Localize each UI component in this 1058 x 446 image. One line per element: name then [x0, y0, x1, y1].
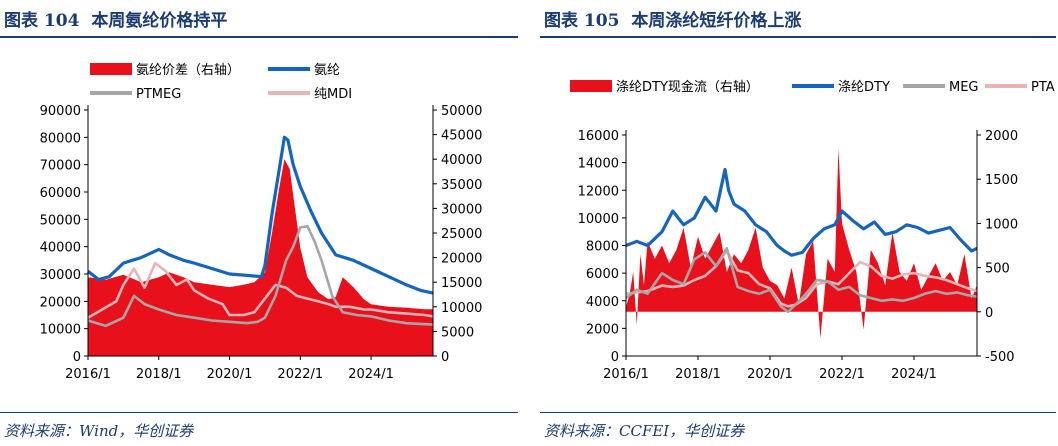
right-figure-label: 图表 105 [544, 11, 620, 31]
left-figure-panel: 图表 104 本周氨纶价格持平 0 10000 20000 30000 40000 5000… [0, 0, 520, 446]
left-legend-label: 氨纶 [314, 63, 340, 78]
right-y-left-tick-label: 10000 [578, 212, 619, 227]
left-y-left-tick-label: 50000 [40, 213, 81, 228]
right-x-tick-label: 2016/1 [603, 367, 649, 382]
right-legend-label: 涤纶DTY [838, 80, 890, 95]
right-series-2-line [625, 247, 978, 314]
right-source-note: 资料来源：CCFEI，华创证券 [544, 422, 745, 440]
right-legend-label: 涤纶DTY现金流（右轴） [616, 79, 759, 95]
right-y-left-tick-label: 6000 [586, 267, 619, 282]
left-y-right-tick-label: 10000 [441, 301, 482, 316]
left-series-1-line [87, 135, 434, 295]
left-y-right-tick-label: 30000 [441, 202, 482, 217]
right-y-right-tick-label: 500 [985, 262, 1010, 277]
right-figure-panel: 图表 105 本周涤纶短纤价格上涨 0 2000 4000 6000 8000 10000 1… [540, 0, 1058, 446]
right-x-tick-label: 2022/1 [819, 367, 865, 382]
left-series-3-line [87, 261, 434, 319]
right-y-right-tick-label: 1000 [985, 217, 1018, 232]
right-source-rule [540, 412, 1056, 413]
left-y-left-tick-label: 0 [73, 350, 81, 365]
left-x-tick-label: 2018/1 [136, 367, 182, 382]
left-y-right-tick-label: 35000 [441, 178, 482, 193]
right-x-tick-label: 2024/1 [891, 367, 937, 382]
right-y-right-tick-label: -500 [985, 350, 1015, 365]
left-title-rule [0, 36, 518, 38]
left-y-right-tick-label: 50000 [441, 104, 482, 119]
left-y-left-tick-label: 40000 [40, 241, 81, 256]
left-figure-caption: 本周氨纶价格持平 [91, 11, 228, 31]
left-y-right-tick-label: 45000 [441, 129, 482, 144]
right-x-tick-label: 2020/1 [747, 367, 793, 382]
left-legend-label: 氨纶价差（右轴） [136, 63, 240, 78]
left-y-left-tick-label: 10000 [40, 323, 81, 338]
right-legend-swatch [570, 80, 612, 92]
right-y-left-tick-label: 12000 [578, 184, 619, 199]
right-chart: 0200040006000800010000120001400016000-50… [570, 79, 1055, 382]
left-x-tick-label: 2022/1 [277, 367, 323, 382]
left-y-right-tick-label: 5000 [441, 325, 474, 340]
left-x-tick-label: 2024/1 [348, 367, 394, 382]
right-y-left-tick-label: 8000 [586, 240, 619, 255]
left-source-rule [0, 412, 518, 413]
left-source-note: 资料来源：Wind，华创证券 [4, 422, 194, 440]
left-y-right-tick-label: 20000 [441, 252, 482, 267]
left-legend-label: PTMEG [136, 87, 181, 102]
left-y-left-tick-label: 70000 [40, 159, 81, 174]
right-y-left-tick-label: 0 [611, 350, 619, 365]
left-y-left-tick-label: 20000 [40, 295, 81, 310]
right-figure-caption: 本周涤纶短纤价格上涨 [631, 11, 802, 31]
left-y-left-tick-label: 60000 [40, 186, 81, 201]
left-y-right-tick-label: 15000 [441, 276, 482, 291]
left-y-right-tick-label: 0 [441, 350, 449, 365]
right-x-tick-label: 2018/1 [675, 367, 721, 382]
left-x-tick-label: 2016/1 [65, 367, 111, 382]
right-figure-title: 图表 105 本周涤纶短纤价格上涨 [544, 6, 813, 31]
right-series-1-line [625, 167, 978, 257]
left-figure-label: 图表 104 [4, 11, 80, 31]
right-y-right-tick-label: 0 [985, 306, 993, 321]
left-y-left-tick-label: 30000 [40, 268, 81, 283]
right-title-rule [540, 36, 1056, 38]
left-legend-swatch [90, 63, 132, 75]
right-y-left-tick-label: 4000 [586, 295, 619, 310]
right-series-3-line [625, 249, 978, 308]
left-y-right-tick-label: 25000 [441, 227, 482, 242]
right-y-right-tick-label: 2000 [985, 129, 1018, 144]
right-series-0-area [626, 148, 977, 339]
right-y-left-tick-label: 14000 [578, 157, 619, 172]
right-legend-label: MEG [949, 80, 979, 95]
right-y-right-tick-label: 1500 [985, 173, 1018, 188]
left-x-tick-label: 2020/1 [207, 367, 253, 382]
left-y-left-tick-label: 90000 [40, 104, 81, 119]
left-y-right-tick-label: 40000 [441, 153, 482, 168]
left-chart: 0100002000030000400005000060000700008000… [40, 63, 482, 382]
left-series-2-line [87, 224, 434, 328]
left-y-left-tick-label: 80000 [40, 131, 81, 146]
right-legend-label: PTA [1031, 80, 1055, 95]
left-figure-title: 图表 104 本周氨纶价格持平 [4, 6, 239, 31]
right-y-left-tick-label: 2000 [586, 322, 619, 337]
left-legend-label: 纯MDI [314, 87, 352, 102]
right-y-left-tick-label: 16000 [578, 129, 619, 144]
